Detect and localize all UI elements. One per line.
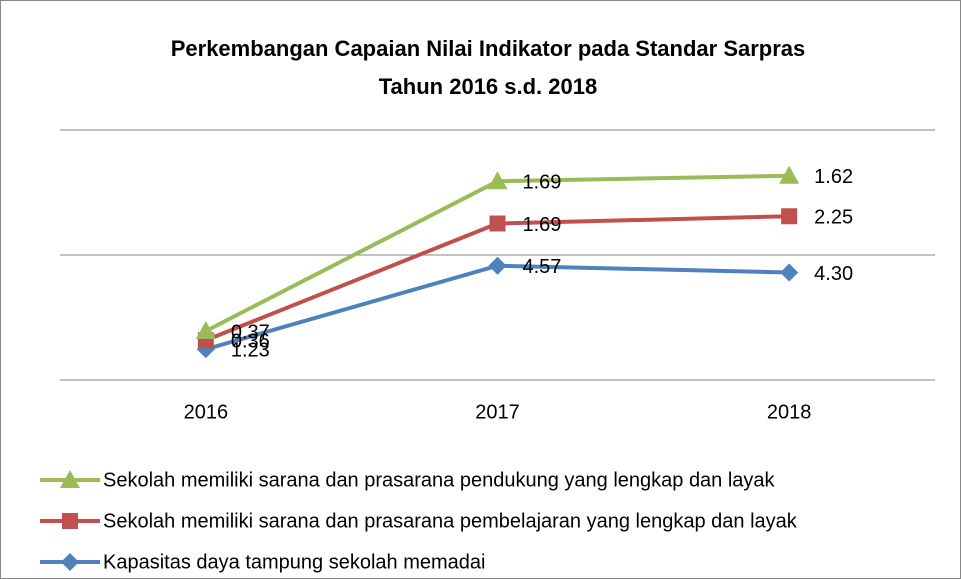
data-label: 1.23	[231, 340, 270, 362]
data-point	[779, 165, 800, 184]
legend-marker	[62, 513, 78, 529]
x-tick-label: 2016	[184, 401, 229, 423]
legend-marker	[61, 553, 79, 571]
x-tick-label: 2017	[475, 401, 520, 423]
data-point	[780, 263, 799, 282]
legend-label: Sekolah memiliki sarana dan prasarana pe…	[103, 469, 776, 491]
data-label: 4.57	[523, 256, 562, 278]
data-point	[781, 208, 798, 225]
data-label: 0.36	[231, 331, 270, 353]
data-point	[489, 215, 506, 232]
data-point	[488, 256, 507, 275]
legend-label: Kapasitas daya tampung sekolah memadai	[103, 551, 485, 573]
x-tick-label: 2018	[767, 401, 812, 423]
data-point	[195, 321, 216, 339]
data-label: 1.62	[814, 166, 853, 188]
data-label: 1.69	[523, 214, 562, 236]
data-label: 1.69	[523, 172, 562, 194]
data-label: 0.37	[231, 321, 270, 343]
chart-title: Tahun 2016 s.d. 2018	[379, 74, 597, 99]
legend-marker	[60, 470, 80, 488]
data-label: 4.30	[814, 263, 853, 285]
legend-label: Sekolah memiliki sarana dan prasarana pe…	[103, 510, 798, 532]
chart-title: Perkembangan Capaian Nilai Indikator pad…	[171, 36, 806, 61]
data-point	[487, 171, 508, 190]
data-label: 2.25	[814, 207, 853, 229]
